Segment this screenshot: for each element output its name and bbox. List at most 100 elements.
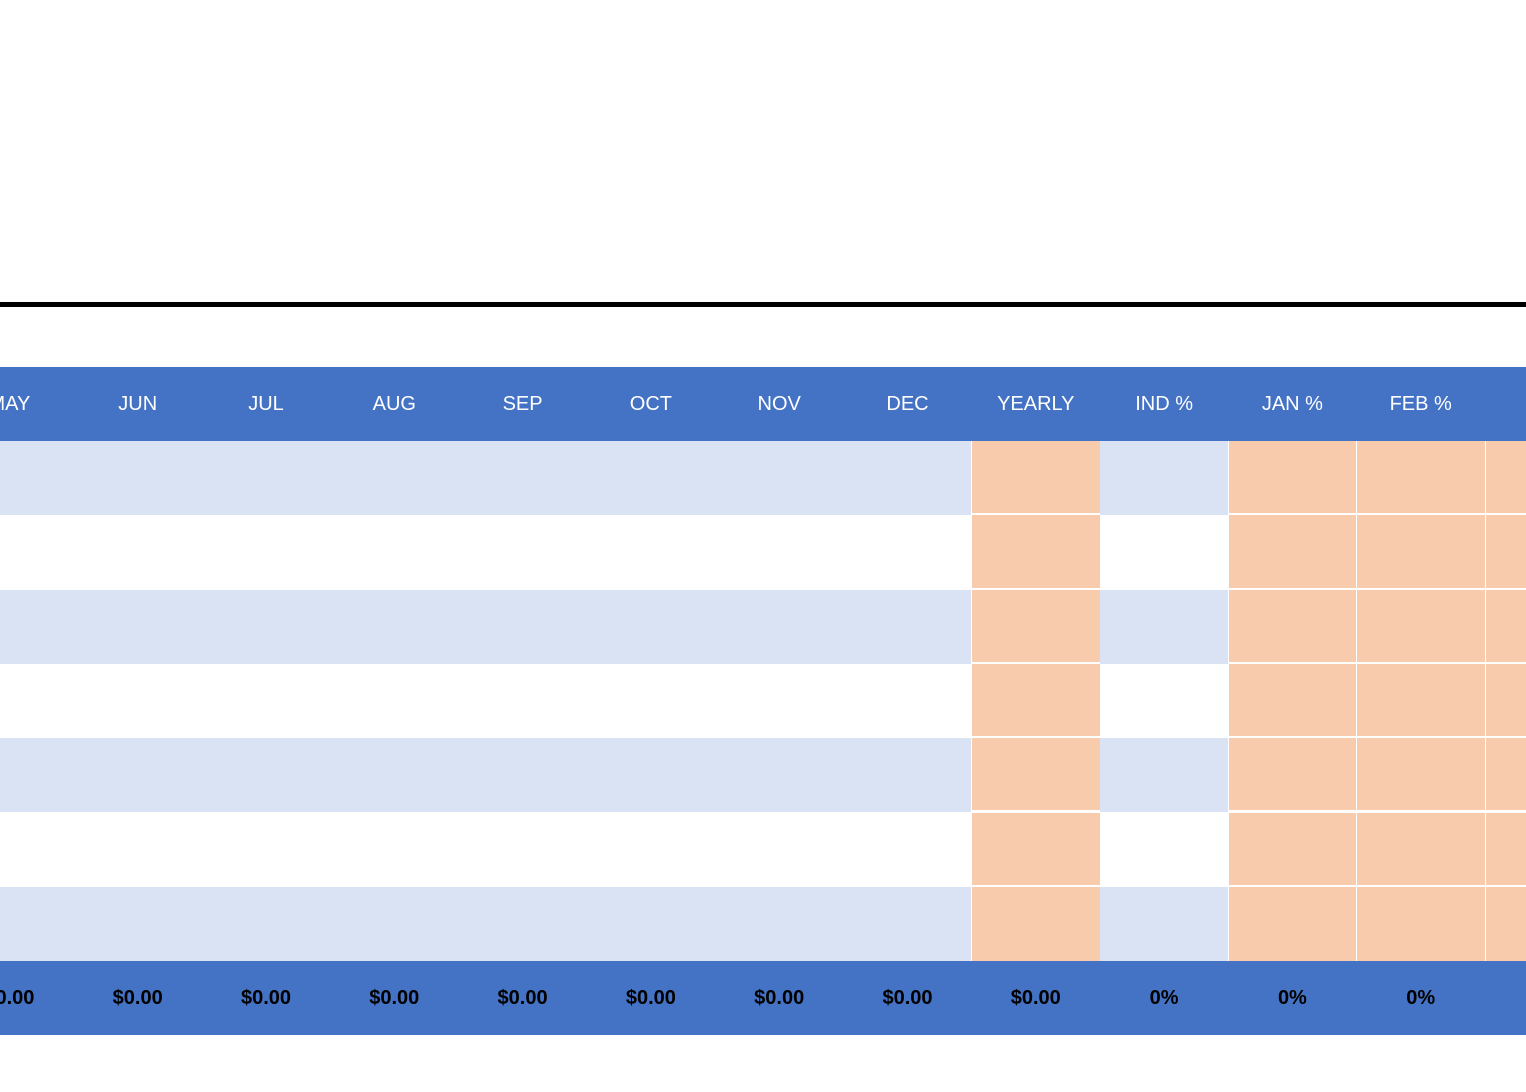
total-cell: $0.00 xyxy=(843,961,972,1036)
total-cell: $0.00 xyxy=(73,961,203,1036)
body-cell xyxy=(458,663,587,739)
body-cell xyxy=(201,515,331,590)
body-cell xyxy=(971,589,1100,664)
body-cell xyxy=(329,663,459,739)
body-cell xyxy=(0,663,74,739)
body-cell xyxy=(329,738,459,813)
body-cell xyxy=(843,441,972,516)
body-cell xyxy=(1228,663,1357,739)
body-cell xyxy=(1356,738,1485,813)
body-cell xyxy=(1356,589,1485,664)
body-cell xyxy=(1484,812,1526,887)
body-cell xyxy=(0,886,74,962)
header-cell: JUL xyxy=(201,367,331,441)
body-cell xyxy=(586,812,716,887)
total-cell: 0% xyxy=(1228,961,1357,1036)
body-cell xyxy=(1099,589,1229,664)
body-cell xyxy=(714,515,844,590)
total-cell: $0.00 xyxy=(201,961,331,1036)
body-cell xyxy=(971,441,1100,516)
body-cell xyxy=(201,663,331,739)
header-cell: OCT xyxy=(586,367,716,441)
body-cell xyxy=(458,441,587,516)
body-cell xyxy=(1484,663,1526,739)
header-cell: JAN % xyxy=(1228,367,1357,441)
body-cell xyxy=(714,663,844,739)
body-cell xyxy=(329,886,459,962)
total-cell: $0.00 xyxy=(329,961,459,1036)
body-cell xyxy=(1356,515,1485,590)
body-cell xyxy=(971,886,1100,962)
body-cell xyxy=(714,886,844,962)
body-cell xyxy=(0,812,74,887)
body-cell xyxy=(329,589,459,664)
body-cell xyxy=(1099,515,1229,590)
body-cell xyxy=(843,515,972,590)
total-cell: $0.00 xyxy=(0,961,74,1036)
header-cell: MAY xyxy=(0,367,74,441)
total-cell: $0.00 xyxy=(458,961,587,1036)
header-cell: AUG xyxy=(329,367,459,441)
body-cell xyxy=(1228,589,1357,664)
body-cell xyxy=(73,663,203,739)
body-cell xyxy=(843,886,972,962)
body-cell xyxy=(1099,738,1229,813)
body-cell xyxy=(329,812,459,887)
body-cell xyxy=(329,515,459,590)
body-cell xyxy=(1356,663,1485,739)
header-cell: NOV xyxy=(714,367,844,441)
body-cell xyxy=(586,589,716,664)
total-cell: 0% xyxy=(1099,961,1229,1036)
body-cell xyxy=(0,515,74,590)
body-cell xyxy=(1228,812,1357,887)
body-cell xyxy=(1228,738,1357,813)
total-cell: $0.00 xyxy=(586,961,716,1036)
body-cell xyxy=(458,589,587,664)
body-cell xyxy=(458,812,587,887)
body-cell xyxy=(73,812,203,887)
body-cell xyxy=(1356,886,1485,962)
header-cell: JUN xyxy=(73,367,203,441)
body-cell xyxy=(971,515,1100,590)
body-cell xyxy=(971,812,1100,887)
body-cell xyxy=(714,738,844,813)
body-cell xyxy=(971,663,1100,739)
body-cell xyxy=(1356,812,1485,887)
header-cell: SEP xyxy=(458,367,587,441)
body-cell xyxy=(201,738,331,813)
header-cell: M xyxy=(1484,367,1526,441)
body-cell xyxy=(458,886,587,962)
header-cell: IND % xyxy=(1099,367,1229,441)
body-cell xyxy=(586,515,716,590)
header-cell: YEARLY xyxy=(971,367,1101,441)
divider-line xyxy=(0,302,1526,307)
body-cell xyxy=(714,812,844,887)
body-cell xyxy=(714,589,844,664)
body-cell xyxy=(1099,663,1229,739)
body-cell xyxy=(1484,441,1526,516)
body-cell xyxy=(201,886,331,962)
body-cell xyxy=(1484,738,1526,813)
total-cell: $0.00 xyxy=(714,961,844,1036)
header-cell: FEB % xyxy=(1356,367,1486,441)
body-cell xyxy=(1099,441,1229,516)
body-cell xyxy=(1099,886,1229,962)
body-cell xyxy=(586,738,716,813)
body-cell xyxy=(843,589,972,664)
body-cell xyxy=(1484,589,1526,664)
body-cell xyxy=(329,441,459,516)
body-cell xyxy=(458,515,587,590)
body-cell xyxy=(73,589,203,664)
body-cell xyxy=(714,441,844,516)
body-cell xyxy=(1356,441,1485,516)
body-cell xyxy=(586,441,716,516)
body-cell xyxy=(971,738,1100,813)
total-cell: $0.00 xyxy=(971,961,1101,1036)
body-cell xyxy=(843,663,972,739)
body-cell xyxy=(73,441,203,516)
body-cell xyxy=(201,441,331,516)
body-cell xyxy=(843,738,972,813)
body-cell xyxy=(73,886,203,962)
